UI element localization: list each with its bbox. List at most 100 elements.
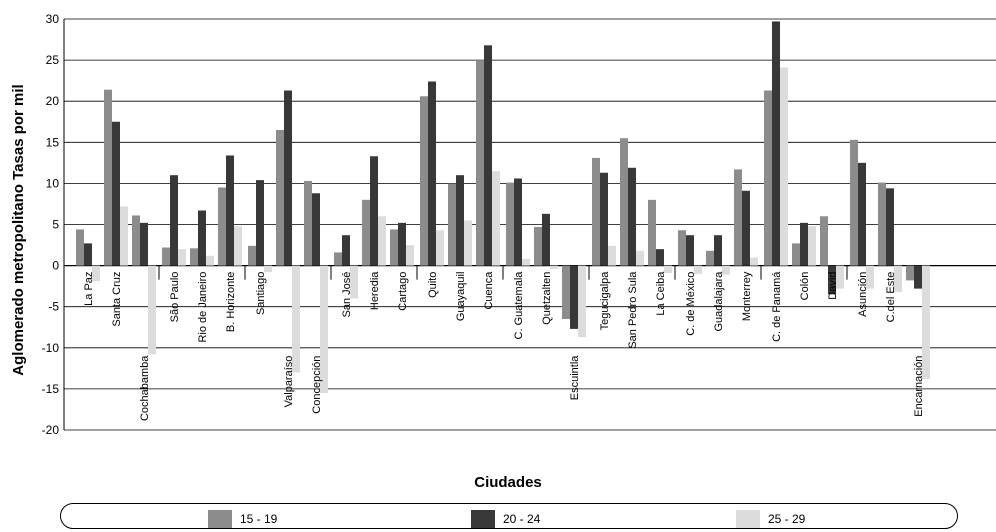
bar-25-29 [436,230,444,266]
y-tick-label: 30 [46,12,60,26]
bar-15-19 [734,169,742,266]
bar-25-29 [722,265,730,275]
y-tick-label: 20 [46,94,60,108]
x-tick-label: Tegucigalpa [599,271,611,331]
bar-20-24 [226,155,234,266]
x-tick-label: Escuintla [569,355,581,401]
bar-25-29 [92,265,100,282]
bar-15-19 [820,216,828,266]
bar-15-19 [104,89,112,266]
x-tick-label: C.del Este [885,272,897,323]
bar-15-19 [906,265,914,281]
bar-20-24 [84,243,92,266]
x-tick-label: Cochabamba [139,355,151,421]
bar-25-29 [550,265,558,269]
bar-25-29 [866,265,874,289]
x-tick-label: La Ceiba [655,271,667,316]
x-tick-label: Santiago [255,272,267,315]
x-tick-label: C. de México [685,272,697,336]
bar-25-29 [206,255,214,266]
bar-25-29 [320,265,328,394]
x-tick-label: Guadalajara [713,271,725,332]
legend-item-20-24: 20 - 24 [471,510,540,528]
bar-20-24 [628,167,636,266]
bar-25-29 [836,265,844,289]
bar-20-24 [112,121,120,266]
bar-20-24 [170,175,178,266]
x-tick-label: Asunción [857,272,869,317]
bar-20-24 [342,235,350,266]
y-tick-label: -20 [42,423,60,437]
bar-25-29 [808,226,816,266]
bar-15-19 [648,199,656,266]
bar-15-19 [76,229,84,266]
bar-20-24 [484,45,492,266]
bar-20-24 [800,222,808,266]
bar-20-24 [828,265,836,295]
x-tick-label: Santa Cruz [111,272,123,327]
bar-20-24 [456,175,464,266]
legend-item-15-19: 15 - 19 [208,510,277,528]
bar-15-19 [190,248,198,266]
chart-area: Aglomerado metropolitano Tasas por mil C… [10,12,996,491]
bar-20-24 [570,265,578,329]
x-tick-label: Quito [427,272,439,298]
x-tick-label: San Pedro Sula [627,271,639,349]
y-tick-label: -5 [48,300,59,314]
bar-20-24 [656,249,664,266]
x-tick-label: Heredia [369,271,381,310]
x-tick-label: Cartago [397,272,409,311]
legend-swatch-20-24 [471,510,495,528]
bar-20-24 [370,156,378,266]
legend-label-15-19: 15 - 19 [240,512,278,526]
x-tick-label: C. de Panamá [771,271,783,342]
x-tick-label: Valparaíso [283,356,295,408]
y-tick-label: -15 [42,382,60,396]
bar-15-19 [448,183,456,266]
bar-25-29 [234,226,242,266]
x-tick-label: Rio de Janeiro [197,272,209,343]
bar-25-29 [608,245,616,266]
y-axis-label: Aglomerado metropolitano Tasas por mil [10,84,27,375]
bar-25-29 [378,216,386,266]
x-tick-label: La Paz [83,272,95,306]
legend-swatch-15-19 [208,510,232,528]
bar-15-19 [878,182,886,266]
bar-15-19 [420,96,428,266]
y-tick-label: 15 [46,135,60,149]
legend-label-20-24: 20 - 24 [503,512,541,526]
bar-25-29 [492,171,500,266]
x-tick-label: Guayaquil [455,272,467,322]
bar-20-24 [428,81,436,266]
bar-20-24 [312,193,320,266]
bar-25-29 [922,265,930,380]
bar-15-19 [764,90,772,266]
bar-25-29 [292,265,300,373]
bar-15-19 [390,229,398,266]
x-tick-label: Encarnación [913,356,925,417]
bar-25-29 [894,265,902,292]
bar-20-24 [514,178,522,266]
bar-25-29 [406,245,414,266]
bar-15-19 [334,252,342,266]
bar-20-24 [284,90,292,266]
x-tick-label: David [827,272,839,300]
x-tick-label: C. Guatemala [513,271,525,340]
legend: 15 - 19 20 - 24 25 - 29 [60,503,958,529]
bar-25-29 [780,67,788,266]
bar-15-19 [506,182,514,266]
x-tick-label: B. Horizonte [225,272,237,333]
y-tick-label: 25 [46,53,60,67]
bar-25-29 [694,265,702,274]
y-tick-label: 5 [52,218,59,232]
bar-15-19 [362,199,370,266]
x-tick-label: Concepción [311,356,323,414]
bar-25-29 [636,250,644,266]
y-tick-label: -10 [42,341,60,355]
bar-15-19 [218,187,226,266]
bar-20-24 [398,222,406,266]
bar-25-29 [264,265,272,273]
x-tick-label: Colón [799,272,811,301]
bar-15-19 [678,230,686,266]
bar-25-29 [522,259,530,266]
